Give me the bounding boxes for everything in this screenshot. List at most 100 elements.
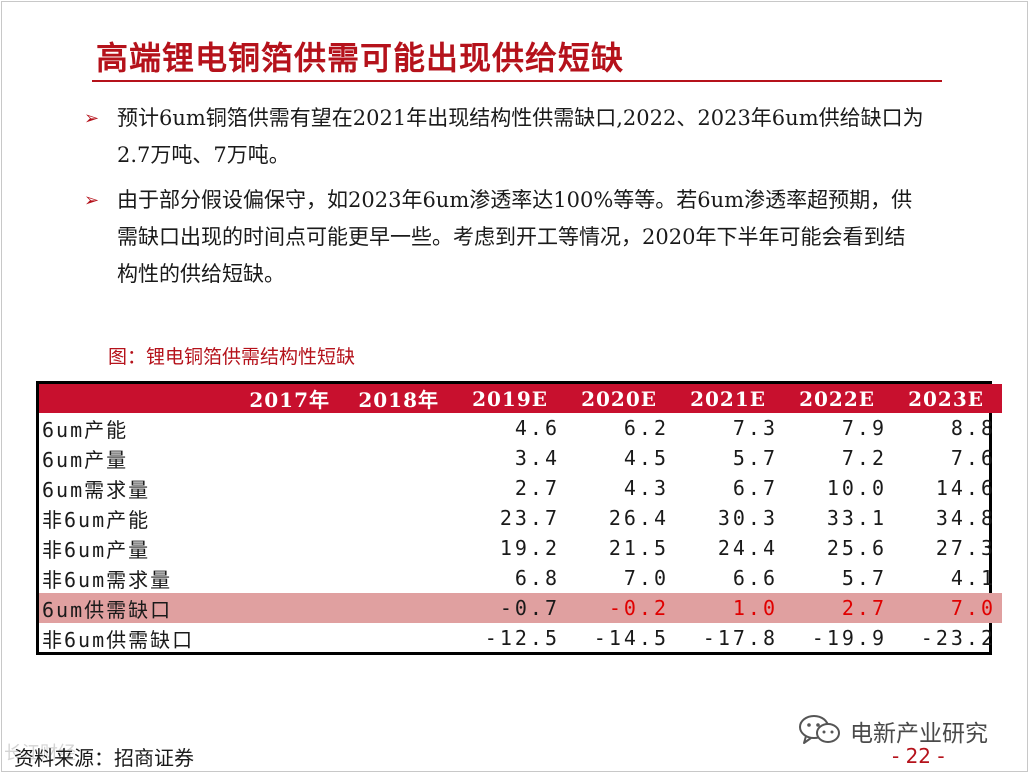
table-cell: 7.0 bbox=[623, 566, 669, 590]
table-cell: 30.3 bbox=[717, 506, 778, 530]
table-cell: 2.7 bbox=[514, 476, 560, 500]
row-label: 6um供需缺口 bbox=[39, 593, 239, 623]
row-label: 6um需求量 bbox=[42, 477, 151, 502]
bullet-text: 预计6um铜箔供需有望在2021年出现结构性供需缺口,2022、2023年6um… bbox=[117, 106, 924, 167]
table-cell bbox=[239, 473, 348, 503]
table-cell: 5.7 bbox=[841, 566, 887, 590]
table-cell: 25.6 bbox=[826, 536, 887, 560]
table-header-cell: 2022E bbox=[784, 384, 893, 413]
table-cell: -19.9 bbox=[811, 626, 887, 650]
figure-caption: 图：锂电铜箔供需结构性短缺 bbox=[108, 346, 356, 368]
table-cell bbox=[239, 443, 348, 473]
table-cell: 1.0 bbox=[675, 593, 784, 623]
table-cell: -14.5 bbox=[593, 626, 669, 650]
row-label: 非6um产量 bbox=[42, 537, 151, 562]
table-cell: 7.3 bbox=[732, 416, 778, 440]
row-label: 6um产能 bbox=[42, 417, 129, 442]
table-cell: 10.0 bbox=[826, 476, 887, 500]
table-cell: 7.6 bbox=[950, 446, 996, 470]
table-cell: -17.8 bbox=[702, 626, 778, 650]
bullet-text: 由于部分假设偏保守，如2023年6um渗透率达100%等等。若6um渗透率超预期… bbox=[117, 188, 913, 286]
watermark-text: 长江财经 bbox=[4, 743, 76, 764]
arrow-right-icon: ➢ bbox=[84, 108, 100, 129]
table-cell: 6.2 bbox=[623, 416, 669, 440]
table-cell: 3.4 bbox=[514, 446, 560, 470]
table-header-cell: 2017年 bbox=[239, 384, 348, 413]
table-cell bbox=[239, 533, 348, 563]
table-cell: 33.1 bbox=[826, 506, 887, 530]
table-cell: -23.2 bbox=[920, 626, 996, 650]
table-cell bbox=[348, 473, 457, 503]
data-table: 2017年 2018年 2019E 2020E 2021E 2022E 2023E 6um产… bbox=[39, 384, 1002, 653]
row-label: 非6um需求量 bbox=[42, 567, 173, 592]
table-cell: 4.6 bbox=[514, 416, 560, 440]
arrow-right-icon: ➢ bbox=[84, 190, 100, 211]
table-cell: 6.6 bbox=[732, 566, 778, 590]
bullet-item: ➢ 由于部分假设偏保守，如2023年6um渗透率达100%等等。若6um渗透率超… bbox=[84, 182, 924, 293]
table-cell: 6.7 bbox=[732, 476, 778, 500]
table-row: 6um需求量 2.7 4.3 6.7 10.0 14.6 bbox=[39, 473, 1002, 503]
supply-demand-table: 2017年 2018年 2019E 2020E 2021E 2022E 2023E 6um产… bbox=[36, 381, 1002, 655]
table-cell: 4.5 bbox=[623, 446, 669, 470]
table-cell bbox=[348, 593, 457, 623]
table-header-cell: 2018年 bbox=[348, 384, 457, 413]
table-row: 6um供需缺口 -0.7 -0.2 1.0 2.7 7.0 bbox=[39, 593, 1002, 623]
table-cell: -12.5 bbox=[484, 626, 560, 650]
title-underline bbox=[92, 80, 942, 82]
table-cell: -0.7 bbox=[457, 593, 566, 623]
table-cell: 23.7 bbox=[499, 506, 560, 530]
table-row: 非6um供需缺口 -12.5 -14.5 -17.8 -19.9 -23.2 bbox=[39, 623, 1002, 653]
table-body: 6um产能 4.6 6.2 7.3 7.9 8.8 6um产量 3.4 4.5 5.7 7.2 7.6… bbox=[39, 413, 1002, 653]
table-cell: 24.4 bbox=[717, 536, 778, 560]
table-cell bbox=[348, 623, 457, 653]
table-cell bbox=[239, 623, 348, 653]
table-row: 非6um需求量 6.8 7.0 6.6 5.7 4.1 bbox=[39, 563, 1002, 593]
table-cell: 7.0 bbox=[893, 593, 1002, 623]
table-row: 非6um产量 19.2 21.5 24.4 25.6 27.3 bbox=[39, 533, 1002, 563]
table-cell bbox=[239, 563, 348, 593]
page-number: - 22 - bbox=[892, 744, 945, 768]
table-header-cell: 2023E bbox=[893, 384, 1002, 413]
table-cell: 21.5 bbox=[608, 536, 669, 560]
table-cell: 4.3 bbox=[623, 476, 669, 500]
table-cell: 4.1 bbox=[950, 566, 996, 590]
table-cell: 7.9 bbox=[841, 416, 887, 440]
table-cell: 19.2 bbox=[499, 536, 560, 560]
table-header-cell: 2021E bbox=[675, 384, 784, 413]
table-cell bbox=[348, 533, 457, 563]
wechat-account-mark: 电新产业研究 bbox=[798, 712, 1030, 748]
table-row: 6um产量 3.4 4.5 5.7 7.2 7.6 bbox=[39, 443, 1002, 473]
table-row: 6um产能 4.6 6.2 7.3 7.9 8.8 bbox=[39, 413, 1002, 443]
wechat-account-name: 电新产业研究 bbox=[850, 721, 988, 747]
table-cell: 34.8 bbox=[935, 506, 996, 530]
slide-title: 高端锂电铜箔供需可能出现供给短缺 bbox=[96, 39, 625, 77]
table-cell: 14.6 bbox=[935, 476, 996, 500]
source-note: 资料来源：招商证券 bbox=[14, 746, 194, 770]
table-cell bbox=[239, 593, 348, 623]
table-row: 非6um产能 23.7 26.4 30.3 33.1 34.8 bbox=[39, 503, 1002, 533]
table-cell: 27.3 bbox=[935, 536, 996, 560]
table-cell: 26.4 bbox=[608, 506, 669, 530]
row-label: 非6um产能 bbox=[42, 507, 151, 532]
table-cell: 7.2 bbox=[841, 446, 887, 470]
table-cell: 5.7 bbox=[732, 446, 778, 470]
table-cell bbox=[348, 443, 457, 473]
wechat-icon bbox=[799, 715, 840, 744]
row-label: 6um产量 bbox=[42, 447, 129, 472]
table-cell: 8.8 bbox=[950, 416, 996, 440]
table-cell bbox=[348, 563, 457, 593]
table-cell bbox=[239, 413, 348, 443]
table-cell: -0.2 bbox=[566, 593, 675, 623]
table-header-cell: 2020E bbox=[566, 384, 675, 413]
table-header-cell: 2019E bbox=[457, 384, 566, 413]
table-cell bbox=[348, 413, 457, 443]
table-cell: 2.7 bbox=[784, 593, 893, 623]
table-header-corner bbox=[39, 384, 239, 413]
table-header-row: 2017年 2018年 2019E 2020E 2021E 2022E 2023E bbox=[39, 384, 1002, 413]
bullet-item: ➢ 预计6um铜箔供需有望在2021年出现结构性供需缺口,2022、2023年6… bbox=[84, 100, 924, 174]
table-cell bbox=[239, 503, 348, 533]
table-cell bbox=[348, 503, 457, 533]
table-cell: 6.8 bbox=[514, 566, 560, 590]
row-label: 非6um供需缺口 bbox=[42, 627, 195, 652]
